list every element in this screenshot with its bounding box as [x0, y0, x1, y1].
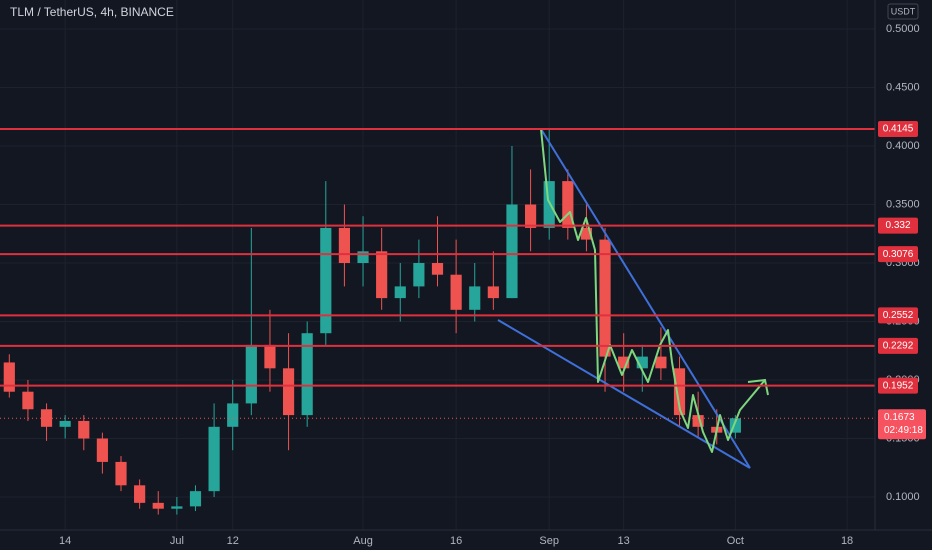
candle-body	[301, 333, 313, 416]
x-tick-label: 13	[618, 535, 630, 547]
x-tick-label: 18	[841, 535, 853, 547]
y-tick-label: 0.4000	[886, 140, 920, 152]
x-tick-label: 16	[450, 535, 462, 547]
drawings	[497, 128, 769, 469]
x-tick-label: Aug	[353, 535, 373, 547]
candle-body	[692, 415, 704, 427]
candle-body	[543, 181, 555, 228]
candle-body	[59, 420, 71, 427]
x-tick-label: Jul	[170, 535, 184, 547]
y-tick-label: 0.1000	[886, 491, 920, 503]
candle-body	[115, 461, 127, 486]
candle-body	[618, 356, 630, 369]
level-label-box	[878, 307, 918, 324]
level-label: 0.332	[885, 220, 910, 231]
candle-body	[469, 286, 481, 310]
candle-body	[506, 204, 518, 299]
level-label-box	[878, 217, 918, 234]
candle-body	[96, 438, 108, 462]
level-label-box	[878, 121, 918, 138]
countdown: 02:49:18	[884, 425, 923, 436]
level-label: 0.2552	[883, 310, 914, 321]
candle-body	[245, 344, 257, 404]
candle-body	[580, 227, 593, 240]
candle-body	[673, 368, 686, 416]
candle-body	[227, 403, 239, 427]
candle-body	[338, 227, 350, 264]
candle-body	[562, 181, 574, 228]
x-tick-label: 12	[227, 535, 239, 547]
currency-box	[887, 3, 919, 20]
candle-body	[376, 251, 388, 299]
candle-body	[413, 263, 425, 287]
y-tick-label: 0.4500	[886, 81, 920, 93]
y-tick-label: 0.5000	[886, 23, 920, 35]
candle-body	[450, 274, 462, 310]
candle-body	[171, 506, 183, 509]
candle-body	[78, 420, 90, 439]
level-label: 0.4145	[883, 124, 914, 135]
trend-line	[540, 128, 751, 469]
candle-body	[40, 409, 53, 427]
currency: USDT	[891, 6, 916, 16]
candle-body	[394, 286, 406, 299]
last-price-label: 0.1673	[884, 412, 915, 423]
candle-body	[487, 286, 499, 299]
candle-body	[152, 502, 164, 509]
level-label-box	[878, 337, 918, 354]
price-axis	[875, 0, 932, 550]
level-label: 0.2292	[883, 340, 914, 351]
candle-body	[264, 344, 276, 369]
level-label: 0.1952	[883, 380, 914, 391]
candle-body	[729, 418, 741, 433]
arrow-head	[747, 378, 769, 396]
candle-body	[525, 204, 537, 228]
projection-path	[540, 128, 766, 453]
candle-body	[636, 356, 648, 369]
y-tick-label: 0.3500	[886, 198, 920, 210]
level-label-box	[878, 246, 918, 263]
candle-body	[134, 485, 146, 503]
chart-title: TLM / TetherUS, 4h, BINANCE	[10, 5, 174, 19]
level-label: 0.3076	[883, 249, 914, 260]
x-tick-label: Sep	[539, 535, 559, 547]
last-price-box	[878, 409, 926, 440]
candle-body	[599, 239, 611, 357]
x-tick-label: 14	[59, 535, 71, 547]
candle-body	[431, 263, 444, 275]
level-label-box	[878, 377, 918, 394]
candle-body	[282, 368, 295, 416]
candle-body	[320, 227, 332, 334]
candle-body	[357, 251, 369, 264]
candle-body	[208, 426, 220, 492]
candle-body	[189, 491, 202, 507]
x-tick-label: Oct	[727, 535, 744, 547]
candle-body	[655, 356, 667, 369]
candle-body	[3, 362, 15, 392]
candle-body	[22, 391, 34, 410]
